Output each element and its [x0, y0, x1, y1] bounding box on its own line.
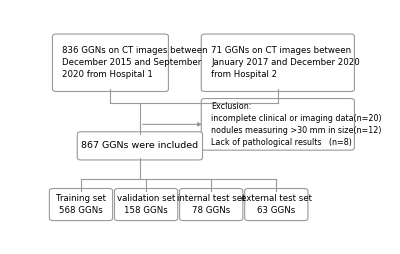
Text: 71 GGNs on CT images between
January 2017 and December 2020
from Hospital 2: 71 GGNs on CT images between January 201…	[211, 46, 360, 80]
FancyBboxPatch shape	[180, 188, 243, 220]
Text: external test set
63 GGNs: external test set 63 GGNs	[241, 194, 312, 215]
FancyBboxPatch shape	[245, 188, 308, 220]
FancyBboxPatch shape	[201, 34, 354, 91]
Text: internal test set
78 GGNs: internal test set 78 GGNs	[177, 194, 246, 215]
Text: Training set
568 GGNs: Training set 568 GGNs	[56, 194, 106, 215]
FancyBboxPatch shape	[114, 188, 178, 220]
FancyBboxPatch shape	[49, 188, 113, 220]
Text: 867 GGNs were included: 867 GGNs were included	[81, 141, 198, 150]
Text: 836 GGNs on CT images between
December 2015 and September
2020 from Hospital 1: 836 GGNs on CT images between December 2…	[62, 46, 208, 80]
FancyBboxPatch shape	[52, 34, 168, 91]
Text: Exclusion:
incomplete clinical or imaging data(n=20)
nodules measuring >30 mm in: Exclusion: incomplete clinical or imagin…	[211, 102, 382, 147]
FancyBboxPatch shape	[201, 99, 354, 150]
FancyBboxPatch shape	[77, 132, 202, 160]
Text: validation set
158 GGNs: validation set 158 GGNs	[117, 194, 175, 215]
